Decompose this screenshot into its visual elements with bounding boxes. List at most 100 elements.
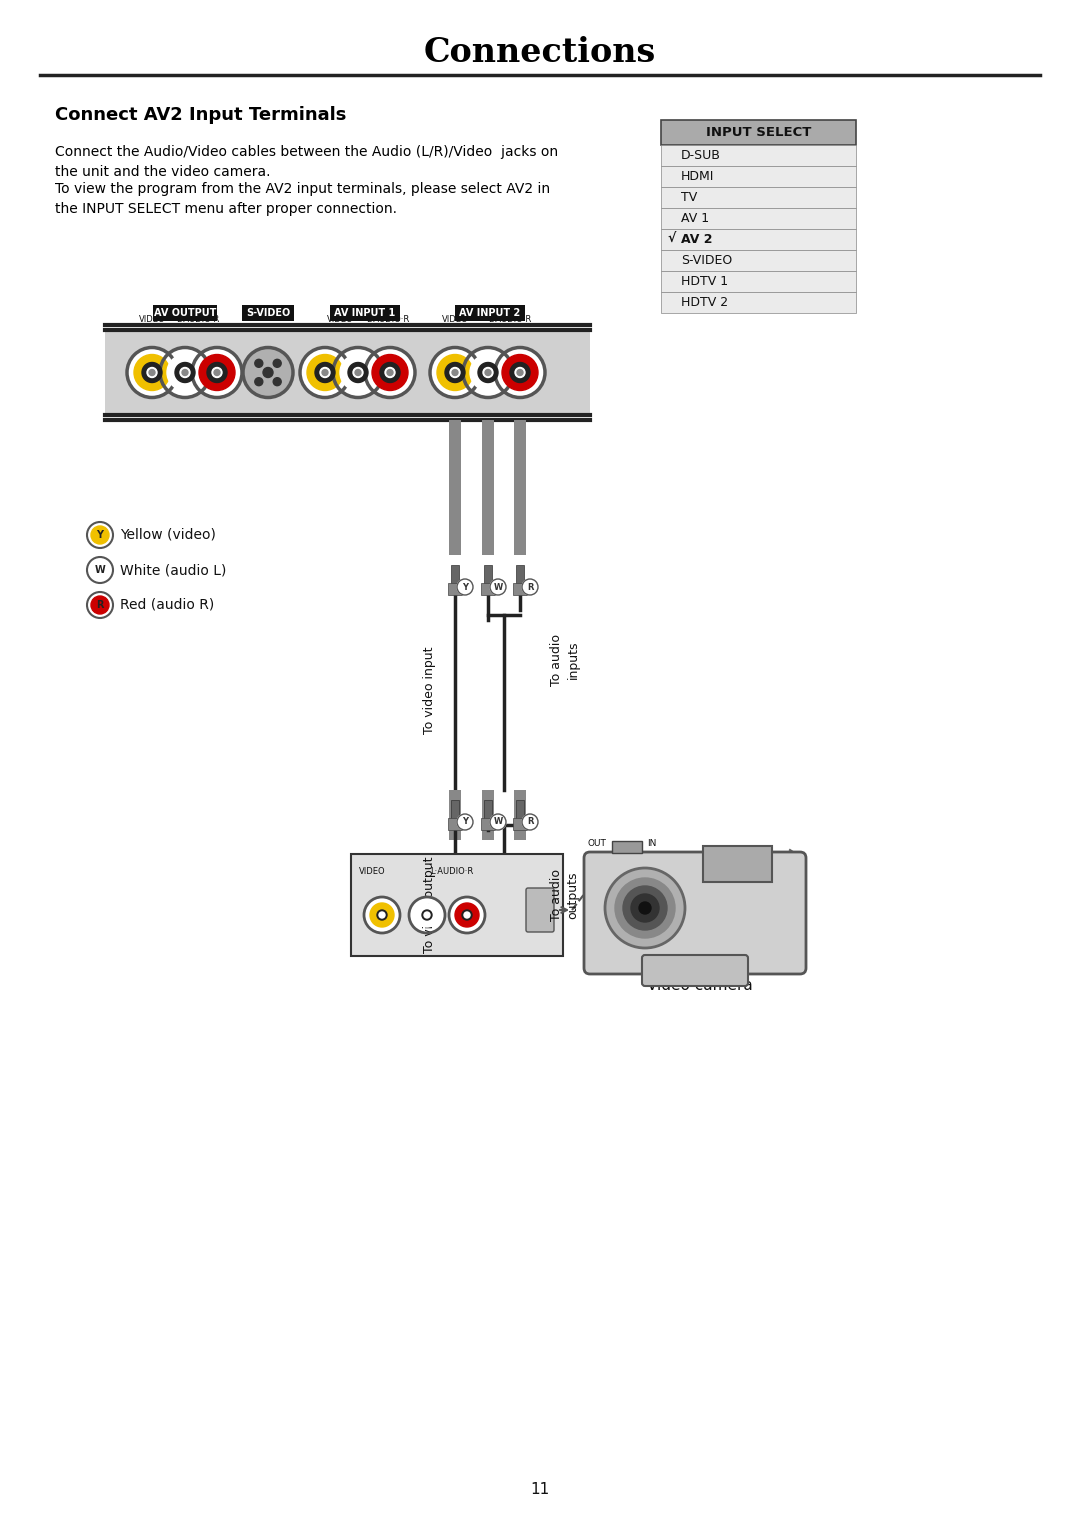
Text: L·AUDIO·R: L·AUDIO·R bbox=[366, 316, 409, 325]
Bar bbox=[484, 800, 492, 820]
Bar bbox=[105, 330, 590, 415]
Circle shape bbox=[455, 902, 480, 927]
Bar bbox=[482, 789, 494, 840]
Text: Red (audio R): Red (audio R) bbox=[120, 599, 214, 612]
FancyBboxPatch shape bbox=[351, 854, 563, 956]
Bar bbox=[451, 565, 459, 585]
Text: Connect the Audio/Video cables between the Audio (L/R)/Video  jacks on
the unit : Connect the Audio/Video cables between t… bbox=[55, 145, 558, 179]
Circle shape bbox=[424, 912, 430, 918]
FancyBboxPatch shape bbox=[584, 852, 806, 974]
FancyBboxPatch shape bbox=[661, 186, 856, 208]
Circle shape bbox=[502, 354, 538, 391]
Bar bbox=[516, 565, 524, 585]
Text: AV 2: AV 2 bbox=[681, 234, 713, 246]
Circle shape bbox=[387, 370, 393, 376]
Bar bbox=[481, 818, 495, 831]
Circle shape bbox=[149, 370, 156, 376]
Circle shape bbox=[379, 912, 384, 918]
Circle shape bbox=[300, 348, 350, 397]
Text: L·AUDIO·R: L·AUDIO·R bbox=[430, 866, 474, 875]
Circle shape bbox=[134, 354, 170, 391]
Circle shape bbox=[522, 814, 538, 831]
Circle shape bbox=[87, 557, 113, 583]
Text: Video camera: Video camera bbox=[647, 977, 753, 993]
FancyBboxPatch shape bbox=[661, 250, 856, 270]
Circle shape bbox=[372, 354, 408, 391]
Circle shape bbox=[87, 522, 113, 548]
Circle shape bbox=[463, 348, 513, 397]
Text: L·AUDIO·R: L·AUDIO·R bbox=[488, 316, 531, 325]
Circle shape bbox=[353, 368, 363, 377]
Text: S-VIDEO: S-VIDEO bbox=[681, 253, 732, 267]
Text: W: W bbox=[95, 565, 106, 576]
Bar bbox=[448, 818, 462, 831]
Bar bbox=[481, 583, 495, 596]
Text: OUT: OUT bbox=[588, 838, 607, 847]
Circle shape bbox=[160, 348, 210, 397]
Circle shape bbox=[212, 368, 222, 377]
FancyBboxPatch shape bbox=[612, 841, 642, 854]
Circle shape bbox=[490, 579, 507, 596]
Text: AV OUTPUT: AV OUTPUT bbox=[153, 308, 216, 318]
Text: W: W bbox=[494, 817, 502, 826]
Circle shape bbox=[147, 368, 157, 377]
Circle shape bbox=[348, 362, 368, 382]
Circle shape bbox=[453, 370, 458, 376]
Circle shape bbox=[243, 348, 293, 397]
Circle shape bbox=[183, 370, 188, 376]
Text: L·AUDIO·R: L·AUDIO·R bbox=[176, 316, 219, 325]
Bar bbox=[451, 800, 459, 820]
Circle shape bbox=[175, 362, 195, 382]
Circle shape bbox=[409, 896, 445, 933]
Circle shape bbox=[415, 902, 438, 927]
FancyBboxPatch shape bbox=[242, 305, 294, 321]
Circle shape bbox=[255, 377, 262, 386]
Circle shape bbox=[445, 362, 465, 382]
Text: √: √ bbox=[669, 234, 676, 246]
Text: To audio
outputs: To audio outputs bbox=[551, 869, 580, 921]
Circle shape bbox=[422, 910, 432, 919]
Text: W: W bbox=[494, 582, 502, 591]
Circle shape bbox=[384, 368, 395, 377]
Circle shape bbox=[510, 362, 530, 382]
Text: AV INPUT 1: AV INPUT 1 bbox=[335, 308, 395, 318]
Bar bbox=[449, 420, 461, 554]
Circle shape bbox=[515, 368, 525, 377]
Text: HDTV 2: HDTV 2 bbox=[681, 296, 728, 308]
FancyBboxPatch shape bbox=[661, 292, 856, 313]
Circle shape bbox=[605, 867, 685, 948]
Circle shape bbox=[255, 359, 262, 368]
Circle shape bbox=[631, 893, 659, 922]
Text: R: R bbox=[96, 600, 104, 609]
Text: R: R bbox=[527, 582, 534, 591]
Circle shape bbox=[192, 348, 242, 397]
FancyBboxPatch shape bbox=[661, 166, 856, 186]
Bar bbox=[482, 420, 494, 554]
Circle shape bbox=[91, 525, 109, 544]
FancyBboxPatch shape bbox=[661, 208, 856, 229]
Text: Y: Y bbox=[462, 582, 468, 591]
Text: HDMI: HDMI bbox=[681, 169, 714, 183]
Text: VIDEO: VIDEO bbox=[359, 866, 386, 875]
FancyBboxPatch shape bbox=[661, 121, 856, 145]
Text: IN: IN bbox=[647, 838, 657, 847]
Circle shape bbox=[207, 362, 227, 382]
Bar bbox=[449, 789, 461, 840]
Circle shape bbox=[430, 348, 480, 397]
Text: VIDEO: VIDEO bbox=[442, 316, 469, 325]
FancyBboxPatch shape bbox=[455, 305, 525, 321]
Circle shape bbox=[273, 359, 281, 368]
Circle shape bbox=[478, 362, 498, 382]
Circle shape bbox=[315, 362, 335, 382]
Text: R: R bbox=[527, 817, 534, 826]
Circle shape bbox=[615, 878, 675, 938]
Text: To view the program from the AV2 input terminals, please select AV2 in
the INPUT: To view the program from the AV2 input t… bbox=[55, 182, 550, 215]
FancyBboxPatch shape bbox=[642, 954, 748, 986]
Circle shape bbox=[340, 354, 376, 391]
Text: AV INPUT 2: AV INPUT 2 bbox=[459, 308, 521, 318]
Circle shape bbox=[355, 370, 361, 376]
Circle shape bbox=[457, 579, 473, 596]
Circle shape bbox=[199, 354, 235, 391]
Text: Y: Y bbox=[462, 817, 468, 826]
Circle shape bbox=[365, 348, 415, 397]
